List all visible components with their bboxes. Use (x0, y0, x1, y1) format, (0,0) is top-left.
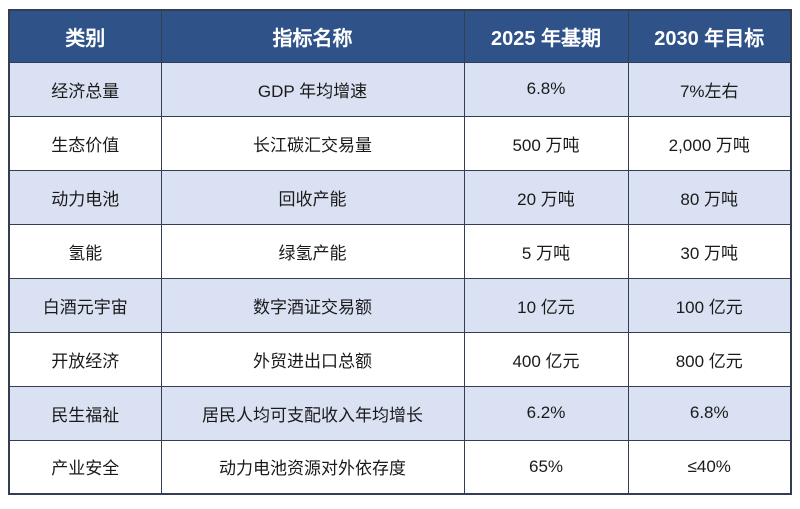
table-body: 经济总量 GDP 年均增速 6.8% 7%左右 生态价值 长江碳汇交易量 500… (8, 61, 792, 495)
base-2025-cell: 500 万吨 (463, 115, 629, 171)
indicator-cell: 绿氢产能 (160, 223, 465, 279)
base-2025-cell: 400 亿元 (463, 331, 629, 387)
category-cell: 白酒元宇宙 (8, 277, 162, 333)
base-2025-cell: 10 亿元 (463, 277, 629, 333)
target-2030-cell: 100 亿元 (627, 277, 792, 333)
header-base-2025: 2025 年基期 (463, 9, 629, 63)
category-cell: 经济总量 (8, 61, 162, 117)
table-header: 类别 指标名称 2025 年基期 2030 年目标 (8, 9, 792, 63)
base-2025-cell: 6.8% (463, 61, 629, 117)
indicator-cell: 动力电池资源对外依存度 (160, 439, 465, 495)
base-2025-cell: 65% (463, 439, 629, 495)
table-row: 生态价值 长江碳汇交易量 500 万吨 2,000 万吨 (8, 115, 792, 171)
table-row: 民生福祉 居民人均可支配收入年均增长 6.2% 6.8% (8, 385, 792, 441)
target-2030-cell: 80 万吨 (627, 169, 792, 225)
indicator-cell: 回收产能 (160, 169, 465, 225)
kpi-table: 类别 指标名称 2025 年基期 2030 年目标 经济总量 GDP 年均增速 … (8, 9, 792, 495)
target-2030-cell: 7%左右 (627, 61, 792, 117)
base-2025-cell: 5 万吨 (463, 223, 629, 279)
category-cell: 生态价值 (8, 115, 162, 171)
indicator-cell: 长江碳汇交易量 (160, 115, 465, 171)
table-row: 动力电池 回收产能 20 万吨 80 万吨 (8, 169, 792, 225)
table-row: 氢能 绿氢产能 5 万吨 30 万吨 (8, 223, 792, 279)
target-2030-cell: 2,000 万吨 (627, 115, 792, 171)
category-cell: 动力电池 (8, 169, 162, 225)
indicator-cell: GDP 年均增速 (160, 61, 465, 117)
indicator-cell: 居民人均可支配收入年均增长 (160, 385, 465, 441)
indicator-cell: 数字酒证交易额 (160, 277, 465, 333)
header-target-2030: 2030 年目标 (627, 9, 792, 63)
table-row: 经济总量 GDP 年均增速 6.8% 7%左右 (8, 61, 792, 117)
category-cell: 氢能 (8, 223, 162, 279)
target-2030-cell: ≤40% (627, 439, 792, 495)
target-2030-cell: 6.8% (627, 385, 792, 441)
indicator-cell: 外贸进出口总额 (160, 331, 465, 387)
kpi-table-container: 类别 指标名称 2025 年基期 2030 年目标 经济总量 GDP 年均增速 … (8, 9, 792, 495)
target-2030-cell: 30 万吨 (627, 223, 792, 279)
table-row: 产业安全 动力电池资源对外依存度 65% ≤40% (8, 439, 792, 495)
table-row: 白酒元宇宙 数字酒证交易额 10 亿元 100 亿元 (8, 277, 792, 333)
header-row: 类别 指标名称 2025 年基期 2030 年目标 (8, 9, 792, 63)
header-category: 类别 (8, 9, 162, 63)
category-cell: 开放经济 (8, 331, 162, 387)
base-2025-cell: 6.2% (463, 385, 629, 441)
category-cell: 民生福祉 (8, 385, 162, 441)
target-2030-cell: 800 亿元 (627, 331, 792, 387)
header-indicator: 指标名称 (160, 9, 465, 63)
table-row: 开放经济 外贸进出口总额 400 亿元 800 亿元 (8, 331, 792, 387)
category-cell: 产业安全 (8, 439, 162, 495)
base-2025-cell: 20 万吨 (463, 169, 629, 225)
